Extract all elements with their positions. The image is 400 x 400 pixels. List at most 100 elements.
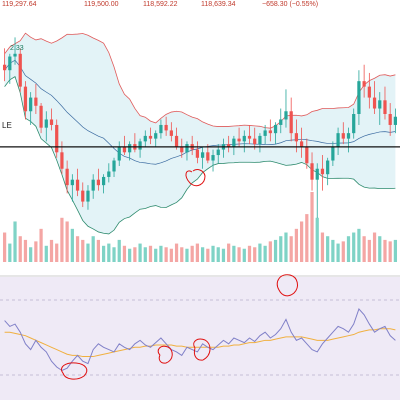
ohlc-change: −658.30 (−0.55%) xyxy=(262,1,318,8)
volume-bar xyxy=(190,245,194,262)
candle-body xyxy=(336,133,340,147)
candle-body xyxy=(346,133,351,139)
candle-body xyxy=(372,97,377,109)
candle-body xyxy=(315,168,319,180)
candle xyxy=(185,141,189,161)
candle-body xyxy=(81,190,85,202)
volume-bar xyxy=(211,245,215,262)
volume-bar xyxy=(122,245,127,262)
candle-body xyxy=(75,179,80,191)
volume-bar xyxy=(268,241,272,262)
candle-body xyxy=(91,179,95,191)
volume-bar xyxy=(101,245,106,262)
annotation-circle-top xyxy=(185,169,206,187)
candle-body xyxy=(148,135,153,139)
volume-bar xyxy=(65,221,69,262)
volume-bar xyxy=(91,236,95,262)
candle-body xyxy=(388,114,392,125)
candle-body xyxy=(216,149,220,156)
volume-bar xyxy=(143,247,147,262)
volume-bar xyxy=(320,232,325,262)
volume-bar xyxy=(55,243,59,262)
candle-body xyxy=(138,141,142,150)
candle-body xyxy=(195,149,200,158)
candle-body xyxy=(253,138,257,145)
volume-bar xyxy=(174,243,179,262)
candle-body xyxy=(211,155,215,161)
candle xyxy=(268,119,272,142)
candle-body xyxy=(310,163,314,180)
price-peak-label: 2.33 xyxy=(10,45,24,52)
candle-body xyxy=(200,152,205,158)
candle-body xyxy=(8,56,12,71)
candle-body xyxy=(258,135,262,145)
volume-bar xyxy=(86,243,90,262)
candle xyxy=(86,185,90,210)
candle-body xyxy=(357,81,361,114)
volume-bar xyxy=(362,236,366,262)
candle xyxy=(70,174,74,202)
candle-body xyxy=(39,105,43,128)
candle xyxy=(2,48,7,82)
candle-body xyxy=(367,86,371,98)
candle-body xyxy=(331,146,335,161)
candle xyxy=(310,152,314,191)
candle xyxy=(242,130,246,153)
candle xyxy=(237,127,241,147)
candle xyxy=(128,141,132,161)
candle xyxy=(357,70,361,125)
candle-body xyxy=(185,144,189,153)
candle xyxy=(107,163,111,183)
volume-bar xyxy=(273,239,278,262)
volume-bar xyxy=(357,228,361,262)
volume-bars xyxy=(2,192,398,262)
candle xyxy=(174,127,179,150)
candle-body xyxy=(268,130,272,134)
candle xyxy=(289,97,293,142)
candle-body xyxy=(206,152,210,161)
candle xyxy=(34,83,38,114)
candle xyxy=(299,127,304,158)
candle xyxy=(393,108,398,134)
candle xyxy=(195,141,200,164)
candle-body xyxy=(101,176,106,186)
ohlc-low: 118,592.22 xyxy=(143,1,178,8)
candle-body xyxy=(294,133,299,142)
volume-bar xyxy=(8,243,12,262)
annotation-circle-rsi-3 xyxy=(193,338,211,361)
candle-body xyxy=(326,160,330,175)
volume-bar xyxy=(29,247,33,262)
candle-body xyxy=(273,124,278,134)
volume-bar xyxy=(107,243,111,262)
candle xyxy=(23,81,28,120)
candle xyxy=(18,48,22,93)
rsi-pane-background xyxy=(0,277,400,400)
ohlc-high: 119,500.00 xyxy=(84,1,119,8)
volume-bar xyxy=(305,214,309,262)
candle-body xyxy=(232,138,236,147)
volume-bar xyxy=(315,217,319,262)
volume-bar xyxy=(13,221,17,262)
volume-bar xyxy=(393,239,398,262)
candle-body xyxy=(320,168,325,175)
candle xyxy=(29,92,33,125)
candle xyxy=(279,108,283,134)
candle xyxy=(13,37,17,65)
volume-bar xyxy=(237,247,241,262)
candle-body xyxy=(378,100,382,109)
volume-bar xyxy=(294,228,299,262)
candle xyxy=(49,108,54,131)
volume-bar xyxy=(34,241,38,262)
candle xyxy=(154,130,158,147)
band-lower-line xyxy=(4,75,396,235)
candle xyxy=(117,141,121,166)
volume-bar xyxy=(383,239,387,262)
volume-bar xyxy=(279,236,283,262)
candle xyxy=(65,160,69,194)
ohlc-close: 118,639.34 xyxy=(201,1,236,8)
candle-body xyxy=(164,124,168,131)
volume-bar xyxy=(284,232,288,262)
volume-bar xyxy=(299,221,304,262)
candle xyxy=(372,81,377,114)
candle-body xyxy=(107,171,111,177)
